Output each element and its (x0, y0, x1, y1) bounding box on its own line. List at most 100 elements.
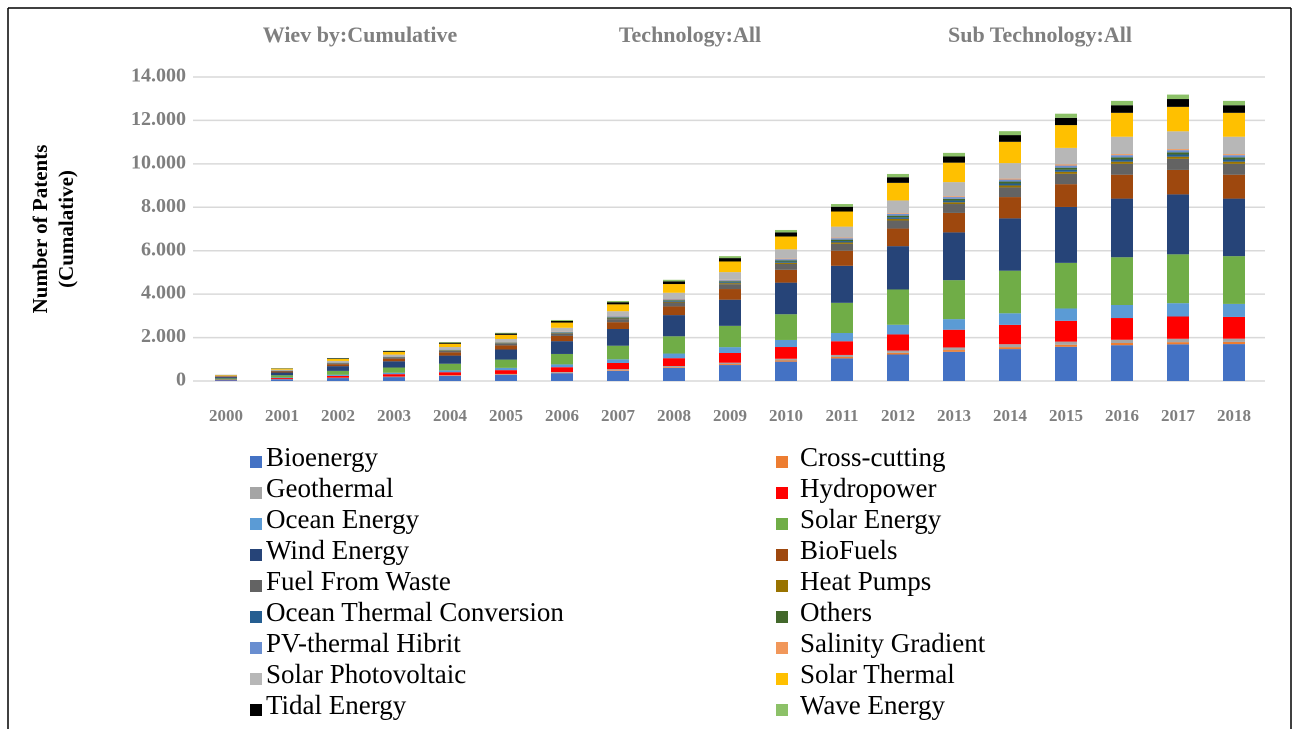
bar-segment (551, 367, 573, 372)
bar-segment (719, 364, 741, 366)
bar-segment (831, 341, 853, 355)
bar-segment (1167, 106, 1189, 132)
bar-segment (831, 302, 853, 334)
bar-segment (831, 358, 853, 381)
legend-swatch (776, 549, 788, 561)
bar-segment (215, 376, 237, 378)
bar-segment (1111, 339, 1133, 343)
y-tick-label: 10.000 (131, 151, 186, 173)
bar-segment (1167, 150, 1189, 153)
legend-label: Fuel From Waste (266, 566, 451, 596)
legend-swatch (250, 487, 262, 499)
bar-segment (439, 352, 461, 356)
bar-segment (1223, 100, 1245, 106)
bar-segment (719, 281, 741, 283)
bar-segment (215, 380, 237, 381)
bar-segment (775, 249, 797, 259)
bar-segment (327, 370, 349, 375)
bar-segment (495, 338, 517, 343)
bar-segment (887, 246, 909, 290)
bar-segment (663, 300, 685, 301)
bar-segment (663, 279, 685, 282)
x-tick-label: 2013 (937, 406, 971, 425)
bar-segment (943, 202, 965, 205)
legend-label: Salinity Gradient (800, 628, 986, 658)
bar-segment (943, 347, 965, 351)
bar-segment (327, 360, 349, 363)
bar-segment (719, 256, 741, 259)
bar-segment (1167, 149, 1189, 151)
bar-segment (327, 358, 349, 359)
bar-segment (495, 332, 517, 334)
bar-segment (327, 374, 349, 376)
bar-segment (1167, 169, 1189, 195)
bar-segment (831, 333, 853, 342)
bar-segment (663, 300, 685, 302)
bar-segment (215, 375, 237, 376)
bar-segment (887, 324, 909, 335)
bar-segment (551, 341, 573, 354)
bar-segment (887, 177, 909, 183)
bar-segment (439, 372, 461, 376)
bar-segment (999, 270, 1021, 314)
annotation: Wiev by:Cumulative (263, 22, 458, 47)
bar-segment (1111, 100, 1133, 106)
bar-segment (663, 367, 685, 368)
bar-segment (999, 183, 1021, 186)
bar-segment (607, 317, 629, 319)
bar-segment (1223, 112, 1245, 137)
bar-segment (719, 282, 741, 284)
bar-segment (607, 322, 629, 329)
bar-segment (775, 314, 797, 340)
bar-segment (383, 372, 405, 375)
bar-segment (495, 359, 517, 368)
bar-segment (495, 370, 517, 374)
bar-segment (495, 349, 517, 360)
bar-segment (999, 349, 1021, 381)
bar-segment (663, 366, 685, 368)
bar-segment (495, 345, 517, 350)
bar-segment (943, 152, 965, 157)
bar-segment (327, 366, 349, 371)
bar-segment (1055, 308, 1077, 321)
bar-segment (1223, 344, 1245, 381)
bar-segment (1223, 161, 1245, 164)
bar-segment (551, 364, 573, 368)
bar-segment (1111, 112, 1133, 137)
bar-segment (551, 333, 573, 336)
bar-segment (439, 363, 461, 371)
bar-segment (1111, 198, 1133, 258)
y-axis-label: Number of Patents (28, 145, 52, 314)
x-tick-label: 2012 (881, 406, 915, 425)
bar-segment (943, 162, 965, 183)
bar-segment (943, 319, 965, 330)
bar-segment (943, 197, 965, 199)
bar-segment (439, 342, 461, 343)
bar-segment (943, 200, 965, 203)
legend-swatch (776, 642, 788, 654)
bar-segment (663, 353, 685, 359)
bar-segment (1055, 206, 1077, 263)
bar-segment (607, 362, 629, 370)
bar-segment (719, 289, 741, 300)
bar-segment (1055, 113, 1077, 118)
bar-segment (719, 362, 741, 365)
bar-segment (887, 215, 909, 218)
bar-segment (1055, 346, 1077, 381)
bar-segment (271, 370, 293, 372)
bar-segment (1223, 154, 1245, 156)
bar-segment (1111, 159, 1133, 162)
bar-segment (1223, 157, 1245, 160)
bar-segment (887, 220, 909, 229)
bar-segment (775, 347, 797, 359)
bar-segment (663, 336, 685, 354)
bar-segment (943, 350, 965, 352)
bar-segment (1223, 198, 1245, 257)
x-tick-label: 2016 (1105, 406, 1139, 425)
bar-segment (495, 333, 517, 335)
bar-segment (1223, 303, 1245, 317)
bar-segment (1167, 342, 1189, 345)
bar-segment (551, 320, 573, 323)
bar-segment (1167, 338, 1189, 343)
